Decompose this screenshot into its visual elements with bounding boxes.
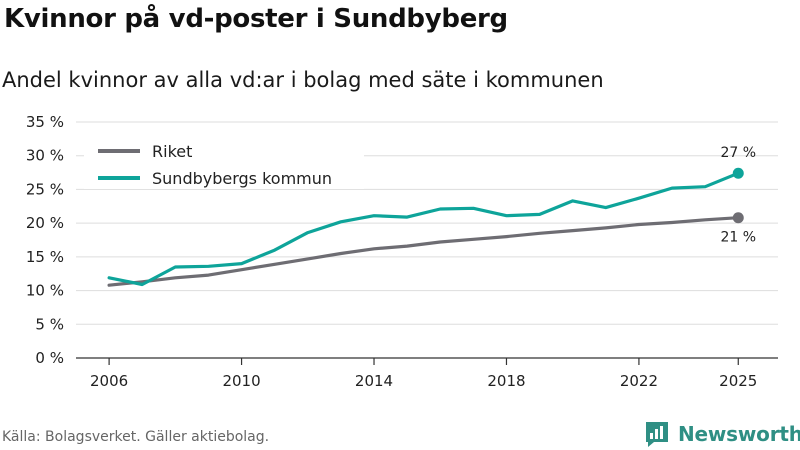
chart-title: Kvinnor på vd-poster i Sundbyberg [4,4,508,34]
x-tick-label: 2025 [719,372,757,390]
y-tick-label: 35 % [26,113,64,131]
x-tick-label: 2006 [90,372,128,390]
y-tick-label: 20 % [26,214,64,232]
line-chart: 0 % 5 % 10 % 15 % 20 % 25 % 30 % 35 % 2006 2010 20… [26,113,778,390]
x-tick-label: 2022 [620,372,658,390]
x-tick-label: 2010 [222,372,260,390]
x-tick-label: 2014 [355,372,393,390]
y-tick-label: 0 % [35,349,64,367]
y-tick-label: 5 % [35,315,64,333]
legend-label: Sundbybergs kommun [152,169,332,188]
y-tick-label: 15 % [26,248,64,266]
y-tick-label: 30 % [26,147,64,165]
newsworthy-logo: Newsworthy [644,419,800,449]
series-line-sundbyberg [107,171,740,287]
source-note: Källa: Bolagsverket. Gäller aktiebolag. [2,429,270,445]
y-tick-label: 10 % [26,282,64,300]
y-tick-label: 25 % [26,180,64,198]
series-end-label: 21 % [720,230,756,246]
series-line-riket [107,216,740,287]
x-tick-label: 2018 [487,372,525,390]
series-end-point [732,167,744,179]
legend-label: Riket [152,142,192,161]
newsworthy-logo-icon [646,422,668,447]
chart-subtitle: Andel kvinnor av alla vd:ar i bolag med … [2,68,604,92]
series-end-label: 27 % [720,145,756,161]
brand-name: Newsworthy [678,422,800,446]
series-end-point [732,212,744,224]
